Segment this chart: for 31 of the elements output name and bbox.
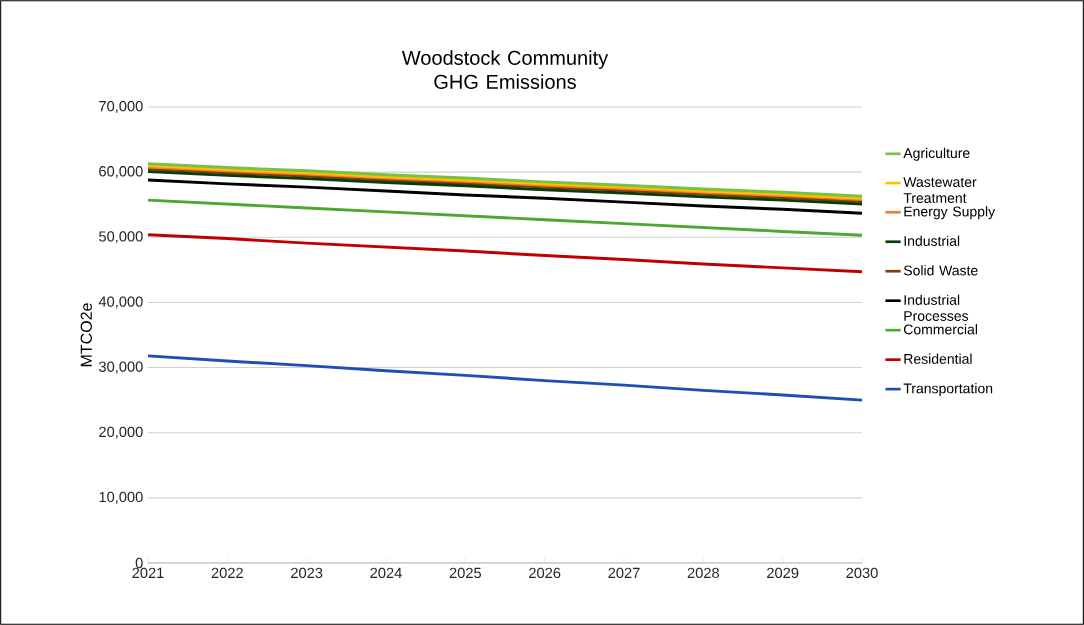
y-tick-label: 70,000 [99,100,143,114]
x-tick-label: 2024 [370,567,402,579]
legend-label: Agriculture [903,147,970,161]
y-tick-label: 20,000 [99,426,143,439]
x-tick-label: 2025 [449,567,482,579]
chart-title: Woodstock Community GHG Emissions [401,50,609,89]
x-tick-label: 2028 [687,567,719,579]
x-tick-label: 2022 [211,567,243,579]
legend-label: Commercial [904,324,978,335]
y-tick-label: 0 [135,557,143,569]
legend-label: Transportation [903,383,993,397]
line-series [146,354,864,402]
y-tick-label: 60,000 [99,166,143,179]
y-tick-label: 40,000 [98,296,143,309]
legend-label: Energy Supply [904,206,996,220]
x-tick-label: 2023 [291,567,323,579]
x-tick-label: 2027 [608,567,640,579]
line-series [146,178,864,215]
x-tick-label: 2029 [767,567,799,579]
legend-label: Residential [904,353,972,364]
y-tick-label: 30,000 [99,361,143,374]
legend-label: Wastewater Treatment [903,177,977,203]
y-axis-title: MTCO2e [80,303,92,367]
legend-label: Industrial Processes [904,294,969,321]
x-tick-label: 2030 [846,567,878,579]
y-tick-label: 10,000 [99,491,143,504]
y-tick-label: 50,000 [99,231,143,244]
x-tick-label: 2026 [529,567,561,579]
x-tick-label: 2021 [132,567,164,579]
legend-label: Industrial [904,235,960,246]
legend-label: Solid Waste [903,265,978,276]
